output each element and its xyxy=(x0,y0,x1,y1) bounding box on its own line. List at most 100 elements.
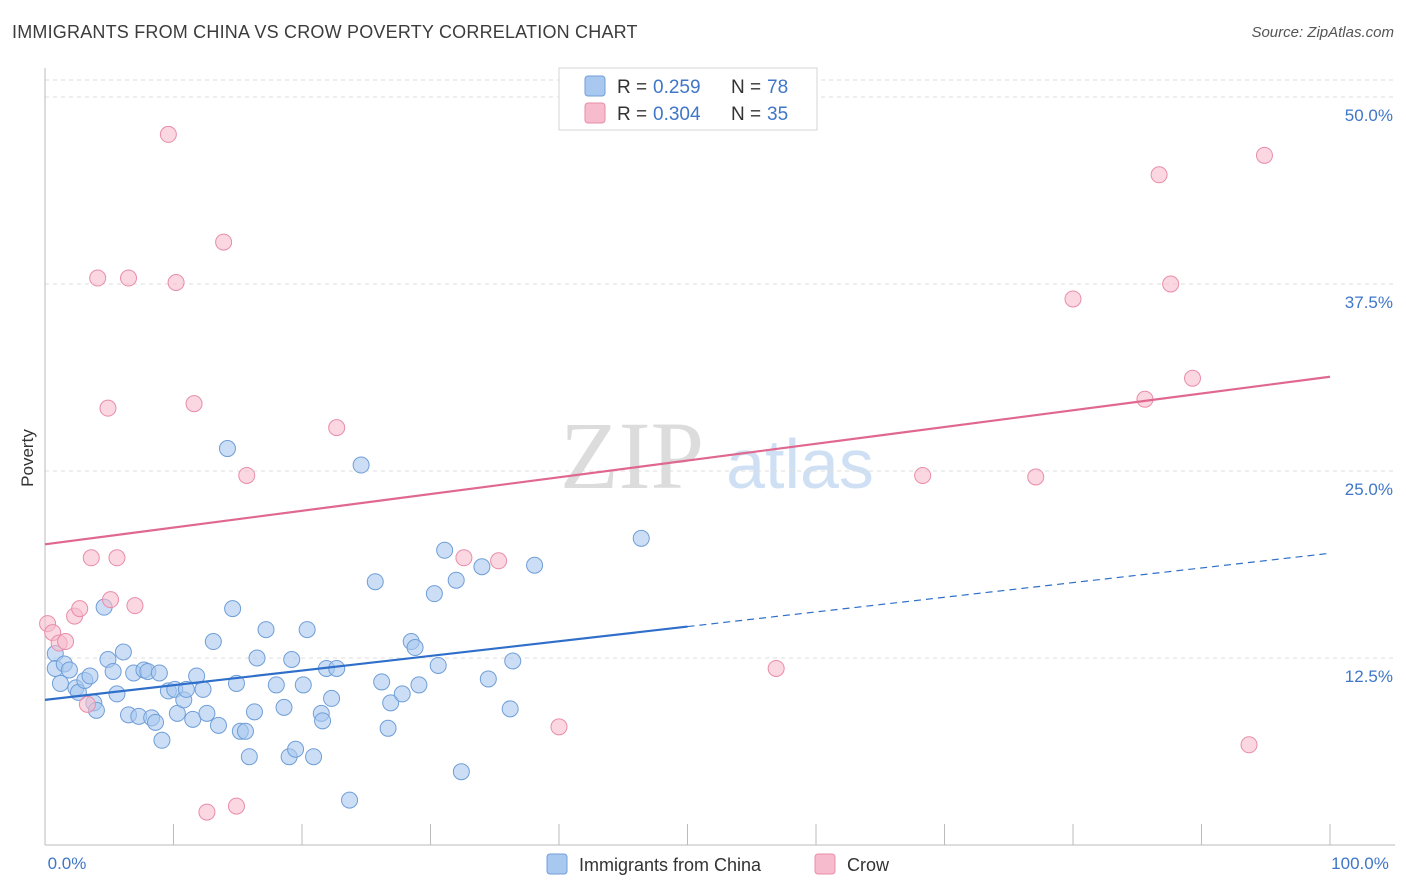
data-point xyxy=(1064,290,1082,308)
trend-lines xyxy=(44,375,1331,701)
data-point xyxy=(204,633,222,651)
data-point xyxy=(102,591,120,609)
data-point xyxy=(257,621,275,639)
y-axis-label: Poverty xyxy=(18,429,37,487)
data-point xyxy=(490,552,508,570)
data-point xyxy=(373,673,391,691)
data-point xyxy=(410,676,428,694)
data-point xyxy=(194,680,212,698)
data-point xyxy=(209,716,227,734)
data-point xyxy=(406,639,424,657)
stats-legend-n-value: 35 xyxy=(767,104,788,125)
stats-legend-r-value: 0.304 xyxy=(653,104,701,125)
data-point xyxy=(501,700,519,718)
data-point xyxy=(298,621,316,639)
stats-legend-n-label: N = xyxy=(731,77,761,98)
data-point xyxy=(177,680,195,698)
data-point xyxy=(328,419,346,437)
data-point xyxy=(447,571,465,589)
data-point xyxy=(452,763,470,781)
data-point xyxy=(1255,146,1273,164)
data-point xyxy=(393,685,411,703)
data-point xyxy=(314,712,332,730)
data-point xyxy=(108,685,126,703)
data-point xyxy=(236,722,254,740)
y-tick-label: 25.0% xyxy=(1345,480,1393,499)
data-point xyxy=(275,698,293,716)
data-point xyxy=(57,633,75,651)
data-point xyxy=(51,674,69,692)
trend-line-immigrants-from-china xyxy=(44,625,688,701)
data-point xyxy=(305,748,323,766)
watermark-atlas: atlas xyxy=(726,425,874,503)
data-point xyxy=(1027,468,1045,486)
data-point xyxy=(224,600,242,618)
points-crow xyxy=(39,125,1273,821)
data-point xyxy=(218,440,236,458)
data-point xyxy=(153,731,171,749)
data-point xyxy=(473,558,491,576)
data-point xyxy=(429,656,447,674)
axes xyxy=(44,68,1395,846)
stats-legend-swatch-blue xyxy=(584,75,606,97)
data-point xyxy=(379,719,397,737)
gridlines xyxy=(45,79,1395,659)
data-point xyxy=(82,549,100,567)
data-point xyxy=(1150,166,1168,184)
series-legend-swatch-blue xyxy=(546,853,568,875)
stats-legend-r-label: R = xyxy=(617,104,647,125)
tick-labels: 12.5% 25.0% 37.5% 50.0% 0.0% 100.0% xyxy=(48,106,1393,873)
data-point xyxy=(245,703,263,721)
stats-legend-n-label: N = xyxy=(731,104,761,125)
data-point xyxy=(323,689,341,707)
data-point xyxy=(425,585,443,603)
stats-legend-r-value: 0.259 xyxy=(653,77,701,98)
series-legend-swatch-pink xyxy=(814,853,836,875)
data-point xyxy=(328,659,346,677)
data-point xyxy=(632,529,650,547)
data-point xyxy=(238,466,256,484)
data-point xyxy=(294,676,312,694)
series-legend: Immigrants from China Crow xyxy=(546,853,890,875)
x-tick-label: 100.0% xyxy=(1331,854,1389,873)
data-point xyxy=(114,643,132,661)
data-point xyxy=(267,676,285,694)
data-point xyxy=(248,649,266,667)
chart-title: IMMIGRANTS FROM CHINA VS CROW POVERTY CO… xyxy=(12,22,638,42)
series-legend-label-crow: Crow xyxy=(847,855,890,875)
stats-legend-swatch-pink xyxy=(584,102,606,124)
trend-line-crow xyxy=(44,375,1331,546)
data-point xyxy=(215,233,233,251)
data-point xyxy=(78,695,96,713)
data-point xyxy=(99,399,117,417)
data-point xyxy=(147,713,165,731)
data-point xyxy=(504,652,522,670)
data-point xyxy=(126,597,144,615)
data-point xyxy=(60,661,78,679)
data-point xyxy=(767,659,785,677)
x-tick-label: 0.0% xyxy=(48,854,87,873)
data-point xyxy=(1184,369,1202,387)
data-point xyxy=(550,718,568,736)
data-point xyxy=(120,269,138,287)
data-point xyxy=(167,274,185,292)
data-point xyxy=(198,803,216,821)
source-label: Source: ZipAtlas.com xyxy=(1251,24,1394,41)
data-point xyxy=(71,600,89,618)
data-point xyxy=(366,573,384,591)
data-point xyxy=(81,667,99,685)
watermark-zip: ZIP xyxy=(560,402,704,509)
data-point xyxy=(352,456,370,474)
data-point xyxy=(198,704,216,722)
data-point xyxy=(479,670,497,688)
points-immigrants-from-china xyxy=(46,440,650,809)
data-point xyxy=(341,791,359,809)
data-point xyxy=(455,549,473,567)
data-point xyxy=(184,710,202,728)
y-tick-label: 50.0% xyxy=(1345,106,1393,125)
y-tick-label: 12.5% xyxy=(1345,667,1393,686)
data-point xyxy=(240,748,258,766)
data-point xyxy=(526,556,544,574)
data-point xyxy=(436,541,454,559)
